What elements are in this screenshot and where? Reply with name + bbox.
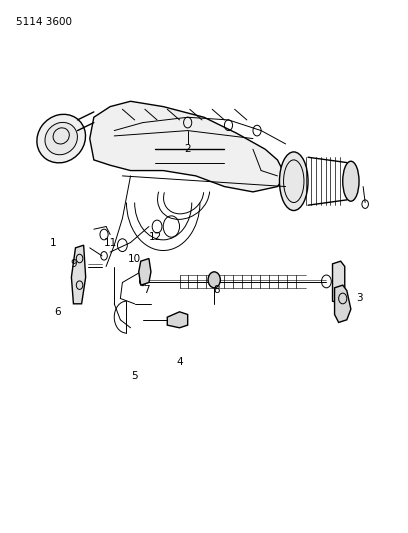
Text: 12: 12 (149, 232, 162, 242)
Text: 9: 9 (70, 259, 77, 269)
Ellipse shape (37, 114, 86, 163)
Ellipse shape (279, 152, 308, 211)
Text: 11: 11 (104, 238, 117, 247)
Ellipse shape (45, 123, 78, 155)
Text: 5114 3600: 5114 3600 (16, 17, 72, 27)
Polygon shape (333, 261, 345, 304)
Text: 5: 5 (131, 371, 138, 381)
Polygon shape (167, 312, 188, 328)
Text: 7: 7 (144, 286, 150, 295)
Polygon shape (139, 259, 151, 285)
Text: 6: 6 (54, 307, 60, 317)
Text: 8: 8 (213, 286, 220, 295)
Polygon shape (90, 101, 286, 192)
Ellipse shape (343, 161, 359, 201)
Text: 2: 2 (184, 144, 191, 154)
Text: 1: 1 (50, 238, 56, 247)
Polygon shape (335, 285, 351, 322)
Circle shape (208, 272, 220, 288)
Text: 3: 3 (356, 294, 362, 303)
Polygon shape (71, 245, 86, 304)
Text: 4: 4 (176, 358, 183, 367)
Text: 10: 10 (128, 254, 141, 263)
